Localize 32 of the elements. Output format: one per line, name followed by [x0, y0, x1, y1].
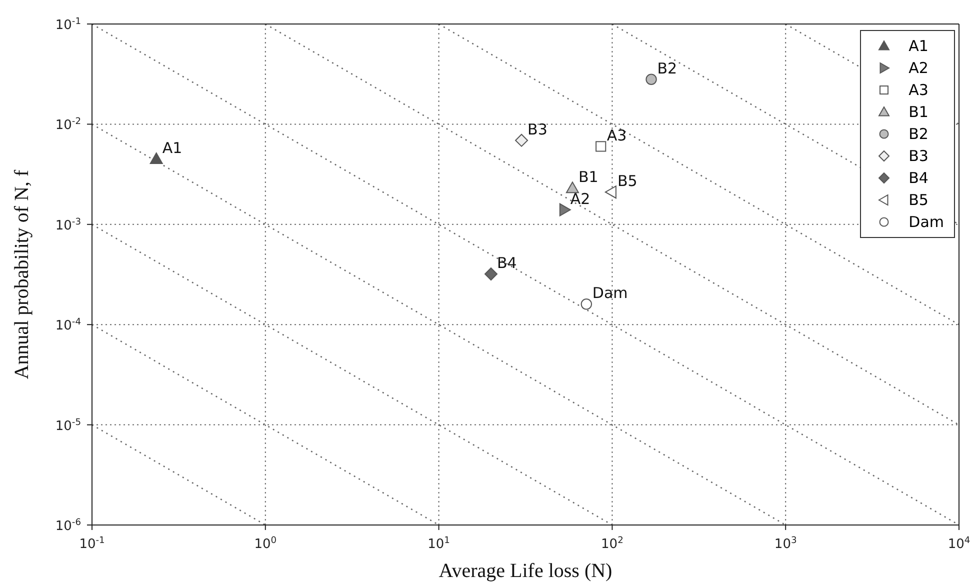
- x-tick-label: 10$^{0}$: [254, 536, 277, 552]
- x-tick-label: 10$^{2}$: [601, 536, 624, 552]
- x-tick-label: 10$^{3}$: [774, 536, 797, 552]
- text: B2: [657, 59, 678, 78]
- y-tick-label: 10$^{-2}$: [55, 117, 81, 134]
- y-tick-label: 10$^{-5}$: [55, 418, 81, 434]
- text: B3: [528, 120, 548, 138]
- x-tick-label: 10$^{-1}$: [79, 536, 105, 552]
- legend-label: B5: [908, 191, 928, 209]
- x-tick-label: 10$^{1}$: [428, 536, 450, 552]
- y-axis-title: Annual probability of N, f: [11, 169, 33, 380]
- text: A3: [606, 126, 627, 144]
- text: Dam: [592, 284, 628, 302]
- legend-label: A3: [908, 81, 928, 99]
- text: B4: [497, 254, 517, 272]
- text: A2: [570, 190, 590, 208]
- text: B1: [578, 168, 598, 186]
- legend-label: B1: [908, 103, 928, 121]
- legend-label: A1: [908, 37, 928, 55]
- legend-label: B2: [908, 125, 928, 143]
- legend-label: Dam: [908, 213, 944, 231]
- text: A1: [162, 138, 182, 157]
- text: B5: [617, 172, 638, 190]
- legend-label: B3: [908, 147, 928, 165]
- legend-label: A2: [908, 59, 928, 77]
- y-tick-label: 10$^{-1}$: [55, 17, 81, 33]
- y-tick-label: 10$^{-3}$: [55, 217, 82, 234]
- x-tick-label: 10$^{4}$: [948, 536, 970, 552]
- y-tick-label: 10$^{-4}$: [55, 318, 82, 334]
- y-tick-label: 10$^{-6}$: [55, 518, 82, 534]
- legend-label: B4: [908, 169, 928, 187]
- x-axis-title: Average Life loss (N): [438, 560, 612, 582]
